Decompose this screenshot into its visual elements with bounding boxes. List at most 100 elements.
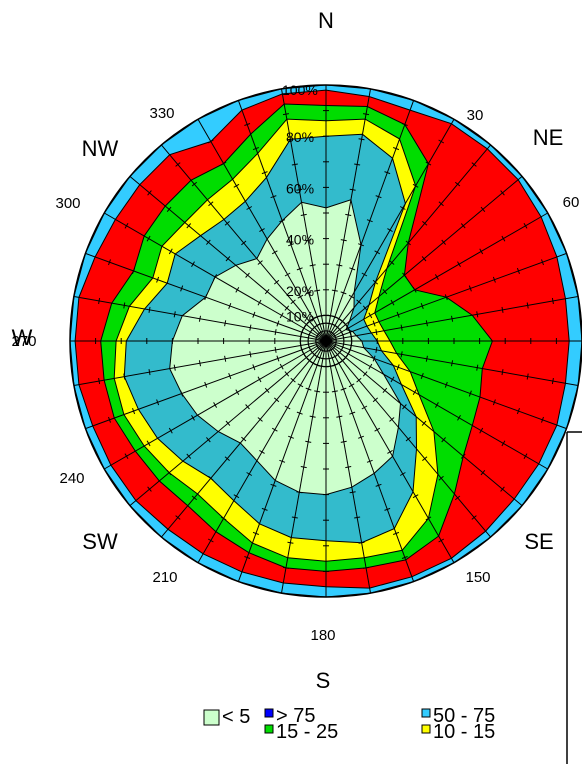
spoke-tick bbox=[123, 373, 126, 380]
spoke-tick bbox=[252, 311, 256, 318]
spoke-tick bbox=[516, 408, 520, 415]
spoke-tick bbox=[198, 360, 201, 367]
spoke-tick bbox=[393, 147, 400, 151]
spoke-tick bbox=[382, 387, 388, 394]
spoke-tick bbox=[146, 235, 151, 242]
legend-label-5: < 5 bbox=[222, 706, 250, 728]
spoke-tick bbox=[249, 324, 252, 331]
spoke-tick bbox=[356, 299, 362, 305]
spoke-tick bbox=[173, 364, 176, 371]
spoke-tick bbox=[349, 267, 356, 271]
spoke-tick bbox=[191, 414, 195, 421]
wind-rose-areas bbox=[69, 84, 582, 598]
spoke-tick bbox=[173, 311, 176, 318]
spoke-tick bbox=[314, 390, 321, 393]
degree-label-180: 180 bbox=[310, 627, 335, 644]
spoke-tick bbox=[314, 289, 321, 292]
spoke-tick bbox=[252, 531, 259, 535]
spoke-tick bbox=[480, 469, 486, 476]
compass-label-w: W bbox=[12, 325, 33, 350]
spoke-tick bbox=[297, 383, 304, 388]
spoke-tick bbox=[425, 516, 432, 521]
spoke-tick bbox=[235, 389, 240, 396]
spoke-tick bbox=[168, 248, 173, 255]
spoke-tick bbox=[366, 459, 373, 463]
degree-label-270: 270 bbox=[11, 333, 36, 350]
spoke-tick bbox=[252, 364, 256, 371]
spoke-tick bbox=[434, 274, 439, 280]
spoke-tick bbox=[191, 261, 195, 268]
spoke-tick bbox=[340, 387, 347, 391]
spoke-tick bbox=[261, 171, 268, 175]
spoke-tick bbox=[225, 420, 231, 426]
spoke-tick bbox=[402, 272, 407, 278]
spoke-tick bbox=[270, 483, 277, 487]
spoke-tick bbox=[175, 515, 181, 520]
spoke-tick bbox=[400, 324, 403, 331]
spoke-tick bbox=[382, 288, 388, 295]
wind-rose-grid bbox=[69, 84, 582, 598]
center-ring bbox=[315, 330, 337, 352]
spoke-tick bbox=[208, 201, 214, 207]
spoke-tick bbox=[501, 235, 506, 242]
spoke-tick bbox=[246, 206, 253, 210]
spoke-tick bbox=[501, 440, 506, 447]
spoke-tick bbox=[290, 377, 296, 383]
spoke-tick bbox=[457, 414, 461, 421]
spoke-tick bbox=[213, 402, 218, 408]
spoke-tick bbox=[191, 181, 198, 187]
spoke-tick bbox=[372, 355, 376, 362]
spoke-tick bbox=[516, 267, 520, 274]
spoke-tick bbox=[348, 294, 355, 299]
spoke-tick bbox=[420, 303, 424, 309]
spoke-tick bbox=[228, 303, 232, 309]
legend-swatch-5 bbox=[203, 709, 220, 726]
spoke-tick bbox=[282, 566, 289, 569]
spoke-tick bbox=[287, 138, 294, 141]
ring-labels: 10% 20% 40% 60% 80% 100% bbox=[282, 82, 318, 324]
spoke-tick bbox=[241, 240, 247, 246]
legend-label-50-75: 50 - 75 bbox=[433, 705, 495, 727]
spoke-tick bbox=[349, 491, 356, 494]
spoke-tick bbox=[220, 516, 227, 521]
ring-label-80: 80% bbox=[286, 129, 314, 145]
spoke-tick bbox=[434, 402, 439, 408]
degree-labels: 30 60 150 180 210 240 270 300 330 bbox=[11, 105, 579, 644]
spoke-tick bbox=[492, 276, 496, 283]
spoke-tick bbox=[296, 411, 303, 415]
spoke-tick bbox=[206, 437, 211, 443]
spoke-tick bbox=[361, 272, 368, 277]
spoke-tick bbox=[305, 239, 312, 242]
spoke-tick bbox=[207, 139, 214, 144]
spoke-tick bbox=[297, 294, 304, 299]
spoke-tick bbox=[358, 435, 364, 439]
spoke-tick bbox=[276, 355, 280, 362]
degree-label-240: 240 bbox=[59, 470, 84, 487]
spoke-tick bbox=[441, 239, 446, 245]
spoke-tick bbox=[244, 123, 251, 126]
spoke-tick bbox=[438, 475, 444, 481]
spoke-tick bbox=[220, 161, 227, 166]
spoke-tick bbox=[296, 188, 303, 191]
spoke-tick bbox=[526, 302, 529, 309]
spoke-tick bbox=[451, 315, 454, 322]
spoke-tick bbox=[405, 436, 411, 442]
degree-label-30: 30 bbox=[467, 107, 484, 124]
compass-label-n: N bbox=[318, 8, 334, 33]
spoke-tick bbox=[241, 436, 247, 442]
spoke-tick bbox=[457, 261, 461, 268]
spoke-tick bbox=[523, 222, 528, 229]
spoke-tick bbox=[168, 427, 173, 434]
spoke-tick bbox=[412, 183, 419, 188]
spoke-tick bbox=[148, 306, 151, 313]
spoke-tick bbox=[300, 213, 307, 216]
spoke-tick bbox=[422, 221, 428, 226]
legend-swatch-15-25 bbox=[264, 724, 274, 734]
spoke-tick bbox=[279, 459, 286, 463]
spoke-tick bbox=[273, 279, 280, 285]
degree-label-60: 60 bbox=[563, 194, 580, 211]
spoke-tick bbox=[224, 456, 230, 461]
center-ring bbox=[299, 314, 353, 368]
spoke-tick bbox=[441, 437, 446, 443]
